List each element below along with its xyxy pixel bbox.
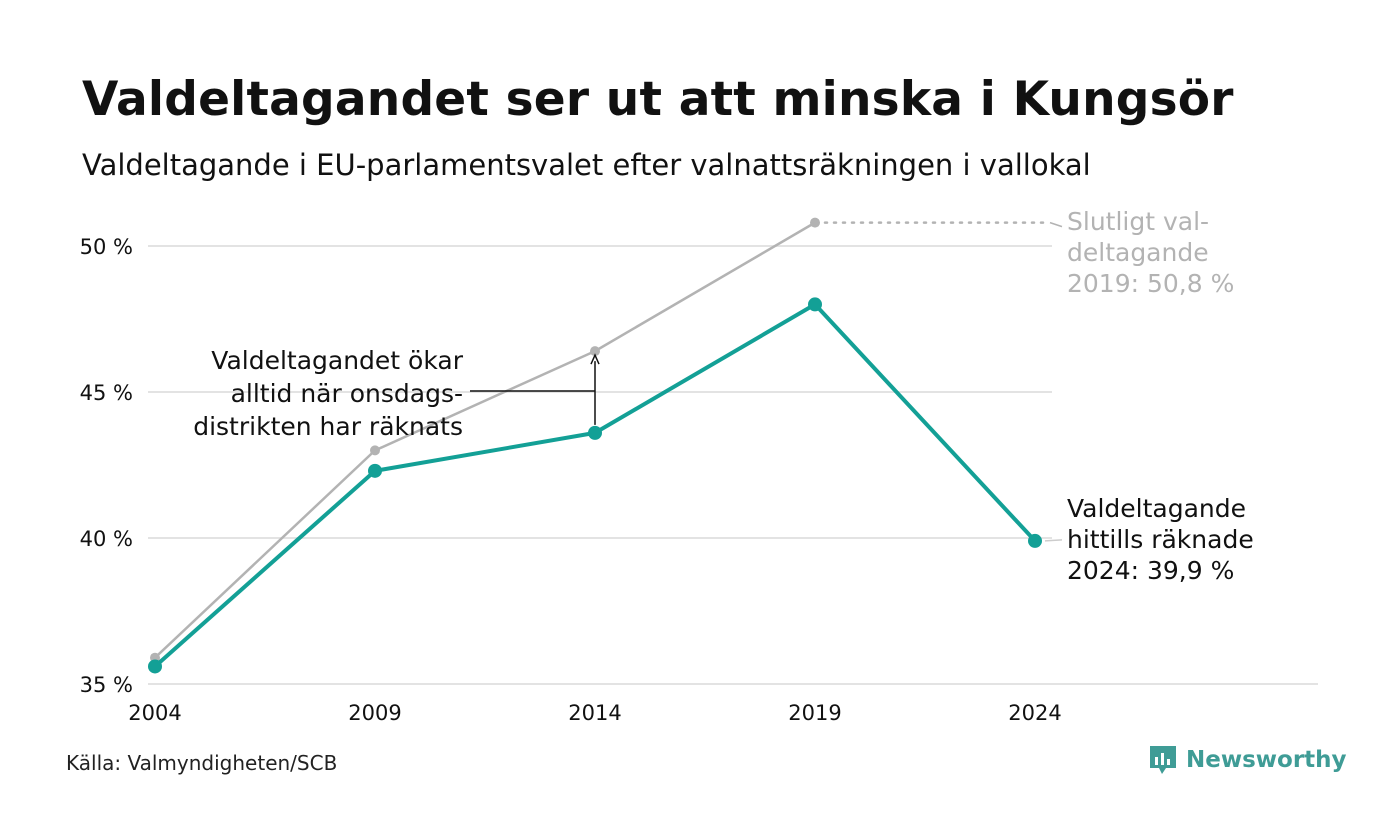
current-turnout-point [808, 297, 822, 312]
chart-title: Valdeltagandet ser ut att minska i Kungs… [82, 72, 1234, 127]
gap-arrow-head [590, 353, 600, 365]
final-annotation-line: 2019: 50,8 % [1067, 269, 1234, 298]
brand-logo[interactable]: Newsworthy [1148, 744, 1347, 776]
final-turnout-point [590, 346, 600, 357]
series [148, 217, 1042, 674]
current-leader-line [1044, 539, 1063, 542]
current-turnout-point [148, 659, 162, 674]
current-turnout-point [368, 463, 382, 478]
y-tick-label: 45 % [80, 381, 133, 405]
x-tick-label: 2019 [788, 701, 841, 725]
y-tick-label: 50 % [80, 235, 133, 259]
current-annotation-line: hittills räknade [1067, 525, 1254, 554]
final-leader-tick [1049, 221, 1063, 228]
gap-annotation-line: alltid när onsdags- [231, 379, 463, 408]
x-tick-label: 2014 [568, 701, 621, 725]
gap-annotation-line: distrikten har räknats [193, 412, 463, 441]
x-tick-label: 2004 [128, 701, 181, 725]
x-tick-label: 2009 [348, 701, 401, 725]
final-annotation-line: deltagande [1067, 238, 1209, 267]
final-turnout-point [370, 445, 380, 456]
axes: 35 % 40 % 45 % 50 % 2004 2009 2014 2019 2024 [80, 235, 1062, 725]
grid-lines [148, 245, 1318, 685]
current-turnout-point [1028, 533, 1042, 548]
final-turnout-point [810, 217, 820, 228]
source-note: Källa: Valmyndigheten/SCB [66, 751, 338, 775]
brand-name: Newsworthy [1186, 747, 1347, 773]
final-turnout-line [154, 221, 816, 659]
x-tick-label: 2024 [1008, 701, 1061, 725]
current-annotation-line: Valdeltagande [1067, 494, 1246, 523]
final-annotation-line: Slutligt val- [1067, 207, 1209, 236]
chart-subtitle: Valdeltagande i EU-parlamentsvalet efter… [82, 148, 1091, 182]
y-tick-label: 35 % [80, 673, 133, 697]
current-turnout-point [588, 425, 602, 440]
y-tick-label: 40 % [80, 527, 133, 551]
current-annotation-line: 2024: 39,9 % [1067, 556, 1234, 585]
gap-annotation-line: Valdeltagandet ökar [211, 346, 463, 375]
newsworthy-logo-icon [1150, 746, 1176, 774]
